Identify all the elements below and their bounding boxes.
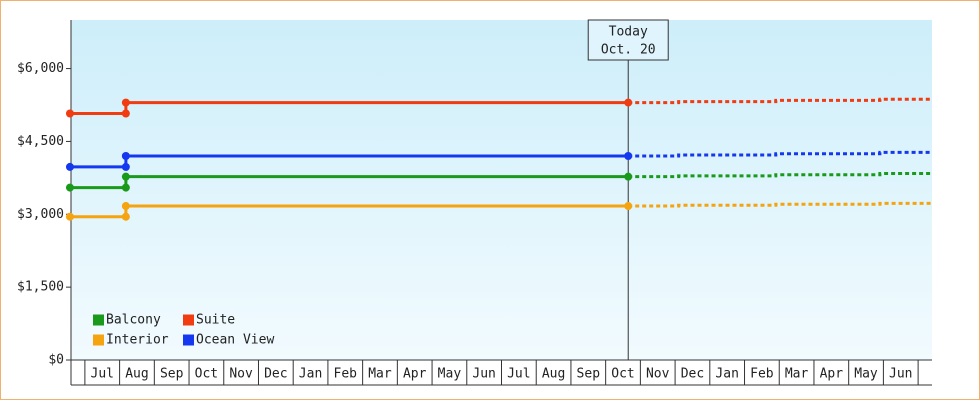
legend-label: Ocean View bbox=[196, 333, 274, 348]
x-tick-label: Oct bbox=[611, 367, 634, 382]
projection-line bbox=[628, 97, 932, 105]
price-line bbox=[70, 101, 629, 115]
price-point bbox=[624, 98, 633, 107]
x-tick-label: Aug bbox=[542, 367, 565, 382]
price-point bbox=[121, 98, 130, 107]
x-tick-label: May bbox=[854, 367, 878, 382]
price-point bbox=[624, 172, 633, 181]
projection-line bbox=[628, 201, 932, 208]
legend-swatch bbox=[93, 334, 104, 346]
legend-swatch bbox=[183, 314, 194, 326]
today-label: Today bbox=[609, 25, 648, 40]
x-tick-label: Dec bbox=[264, 367, 287, 382]
x-tick-label: Aug bbox=[125, 367, 148, 382]
price-point bbox=[65, 212, 74, 221]
legend-label: Suite bbox=[196, 313, 235, 328]
price-point bbox=[121, 212, 130, 221]
x-tick-label: Jun bbox=[472, 367, 495, 382]
x-tick-label: Dec bbox=[681, 367, 704, 382]
y-tick-label: $4,500 bbox=[17, 134, 64, 149]
price-point bbox=[121, 183, 130, 192]
price-point bbox=[121, 152, 130, 160]
x-tick-label: Nov bbox=[646, 367, 670, 382]
price-point bbox=[121, 172, 130, 181]
projection-line bbox=[628, 172, 932, 179]
plot-area bbox=[71, 20, 932, 360]
x-tick-label: Apr bbox=[820, 367, 844, 382]
legend-swatch bbox=[93, 314, 104, 326]
x-tick-label: Sep bbox=[160, 367, 184, 382]
today-label: Oct. 20 bbox=[601, 43, 656, 58]
legend-label: Interior bbox=[106, 333, 169, 348]
price-line bbox=[70, 175, 629, 190]
price-point bbox=[65, 183, 74, 192]
today-box bbox=[587, 19, 669, 61]
x-tick-label: Oct bbox=[195, 367, 218, 382]
price-point bbox=[624, 202, 633, 211]
price-point bbox=[121, 202, 130, 211]
price-point bbox=[121, 109, 130, 118]
price-point bbox=[624, 152, 633, 160]
x-tick-label: Jul bbox=[91, 367, 114, 382]
x-tick-label: Feb bbox=[750, 367, 774, 382]
y-tick-label: $1,500 bbox=[17, 280, 64, 295]
x-tick-label: Jan bbox=[299, 367, 322, 382]
x-tick-label: Feb bbox=[334, 367, 358, 382]
y-tick-label: $0 bbox=[48, 353, 64, 368]
x-tick-label: Jul bbox=[507, 367, 530, 382]
price-point bbox=[65, 162, 74, 171]
x-tick-label: Mar bbox=[785, 367, 809, 382]
price-point bbox=[65, 109, 74, 118]
x-tick-label: Sep bbox=[577, 367, 601, 382]
legend-swatch bbox=[183, 334, 194, 346]
y-tick-label: $6,000 bbox=[17, 61, 64, 76]
price-point bbox=[121, 162, 130, 171]
projection-line bbox=[628, 150, 932, 158]
x-tick-label: Apr bbox=[403, 367, 427, 382]
x-tick-label: Mar bbox=[368, 367, 392, 382]
x-tick-label: Jan bbox=[715, 367, 738, 382]
legend-label: Balcony bbox=[106, 313, 161, 328]
x-tick-label: May bbox=[438, 367, 462, 382]
y-tick-label: $3,000 bbox=[17, 207, 64, 222]
x-tick-label: Nov bbox=[229, 367, 253, 382]
price-line bbox=[70, 204, 629, 219]
x-tick-label: Jun bbox=[889, 367, 912, 382]
price-line bbox=[70, 154, 629, 169]
